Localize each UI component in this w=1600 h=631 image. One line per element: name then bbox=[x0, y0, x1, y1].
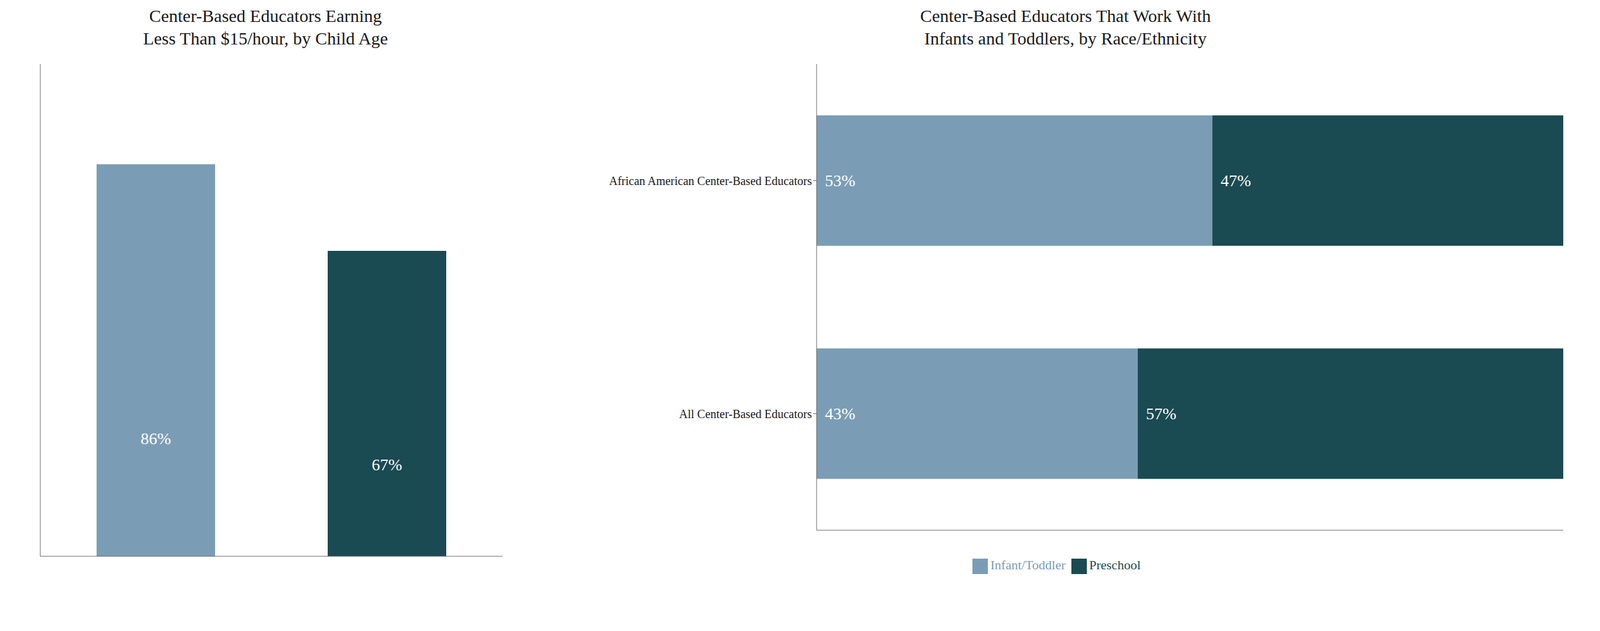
html-text:Infants and Toddlers, by Race/: Infants and Toddlers, by Race/Ethnicity bbox=[924, 28, 1207, 48]
html-text:Preschool: Preschool bbox=[1089, 557, 1141, 572]
svg-text:53%: 53% bbox=[824, 171, 856, 190]
svg-text:43%: 43% bbox=[824, 404, 856, 423]
svg-text:African American Center-Based: African American Center-Based Educators bbox=[609, 174, 812, 188]
svg-text:86%: 86% bbox=[140, 429, 171, 448]
html-text:Infant/Toddler: Infant/Toddler bbox=[990, 557, 1066, 572]
html-text:Center-Based Educators Earning: Center-Based Educators Earning bbox=[149, 5, 382, 26]
html-text:Less Than $15/hour, by Child A: Less Than $15/hour, by Child Age bbox=[143, 28, 388, 48]
svg-text:All Center-Based Educators: All Center-Based Educators bbox=[679, 407, 812, 421]
svg-text:57%: 57% bbox=[1146, 404, 1177, 423]
svg-text:67%: 67% bbox=[371, 455, 402, 474]
html-text:Center-Based Educators That Wo: Center-Based Educators That Work With bbox=[920, 5, 1211, 26]
svg-text:47%: 47% bbox=[1220, 171, 1251, 190]
